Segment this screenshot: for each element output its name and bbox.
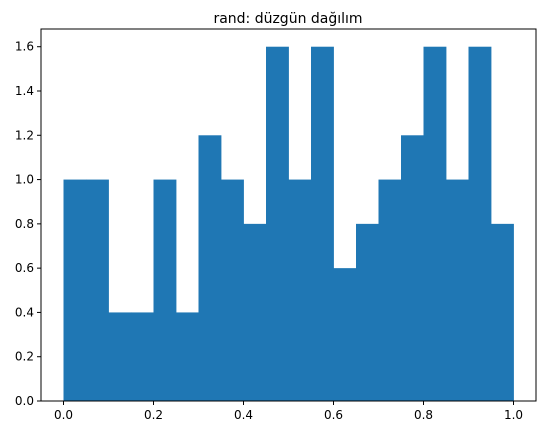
y-tick-label: 0.6: [15, 261, 34, 275]
histogram-bar: [108, 312, 132, 401]
histogram-bar: [288, 179, 312, 401]
histogram-bar: [198, 135, 222, 402]
x-tick-label: 0.8: [414, 408, 433, 422]
histogram-bar: [63, 179, 87, 401]
histogram-bar: [468, 46, 492, 402]
y-tick-label: 0.2: [15, 350, 34, 364]
histogram-bar: [446, 179, 469, 401]
y-tick-label: 1.2: [15, 128, 34, 142]
histogram-bar: [311, 46, 334, 402]
histogram-bar: [243, 223, 267, 401]
histogram-bar: [86, 179, 109, 401]
x-tick-label: 0.4: [234, 408, 253, 422]
histogram-bar: [221, 179, 244, 401]
x-tick-label: 1.0: [504, 408, 523, 422]
x-tick-label: 0.6: [324, 408, 343, 422]
plot-frame: [40, 28, 537, 402]
y-axis: 0.0 0.2 0.4 0.6 0.8 1.0 1.2 1.4 1.6: [15, 40, 41, 408]
bars-group: [63, 46, 514, 402]
x-axis: 0.0 0.2 0.4 0.6 0.8 1.0: [54, 401, 523, 422]
x-tick-label: 0.0: [54, 408, 73, 422]
histogram-bar: [491, 223, 514, 401]
histogram-bar: [333, 268, 357, 401]
histogram-bar: [356, 223, 379, 401]
y-tick-label: 0.8: [15, 217, 34, 231]
histogram-bar: [401, 135, 424, 402]
y-tick-label: 1.0: [15, 173, 34, 187]
histogram-bar: [131, 312, 154, 401]
y-tick-label: 1.6: [15, 40, 34, 54]
histogram-bar: [423, 46, 447, 402]
histogram-bar: [176, 312, 199, 401]
histogram-bar: [266, 46, 289, 402]
histogram-bar: [153, 179, 177, 401]
histogram-bar: [378, 179, 402, 401]
y-tick-label: 1.4: [15, 84, 34, 98]
y-tick-label: 0.4: [15, 305, 34, 319]
chart-title: rand: düzgün dağılım: [213, 11, 362, 27]
x-tick-label: 0.2: [144, 408, 163, 422]
y-tick-label: 0.0: [15, 394, 34, 408]
